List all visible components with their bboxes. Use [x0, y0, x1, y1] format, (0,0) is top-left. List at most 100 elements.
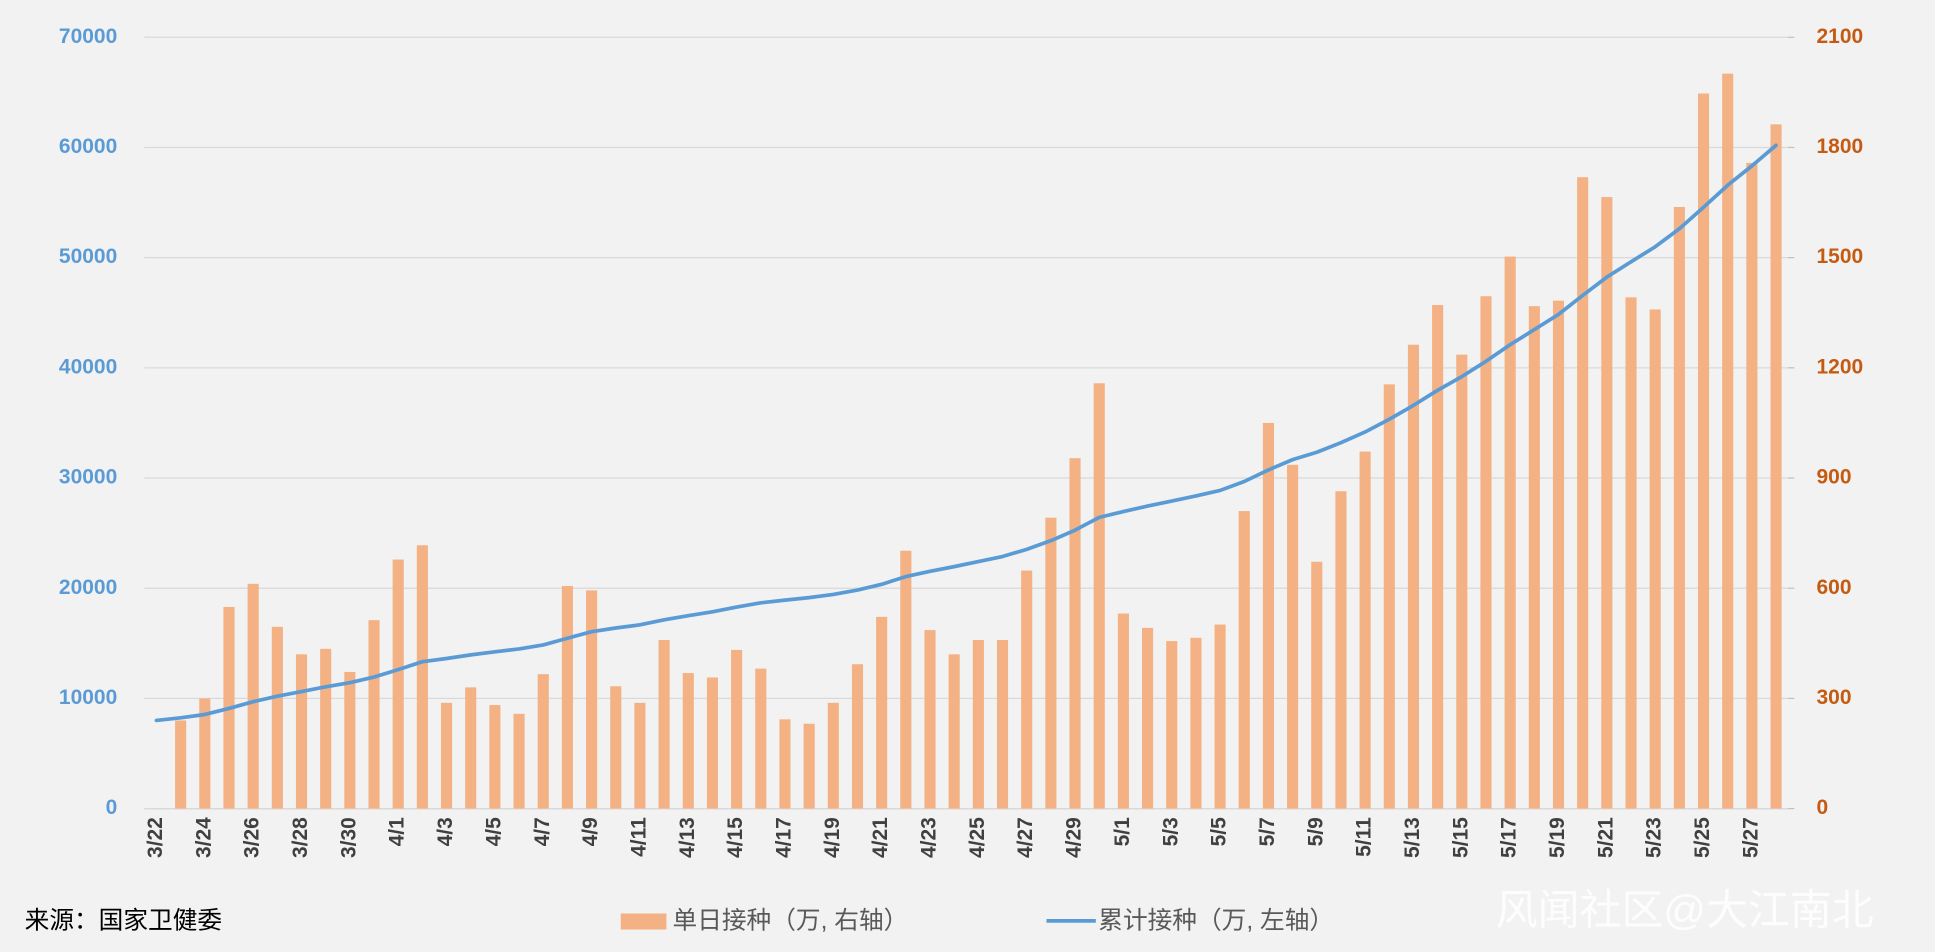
bar: [658, 639, 670, 809]
bar: [1359, 451, 1371, 809]
x-tick-label: 5/7: [1256, 817, 1279, 846]
x-tick-label: 5/13: [1401, 817, 1424, 858]
bar: [876, 616, 888, 809]
bar: [827, 702, 839, 809]
bar: [489, 705, 501, 809]
x-tick-label: 5/1: [1111, 817, 1134, 846]
bar: [1117, 613, 1129, 809]
bar: [416, 545, 428, 809]
bar: [1601, 197, 1613, 809]
bar: [1093, 383, 1105, 809]
x-tick-label: 4/5: [482, 817, 505, 846]
bar: [1504, 256, 1516, 809]
x-tick-label: 4/3: [434, 817, 457, 846]
bar: [537, 674, 549, 809]
bar: [247, 583, 259, 809]
x-tick-label: 5/9: [1304, 817, 1327, 846]
y-tick-label: 0: [106, 796, 118, 819]
bar: [586, 590, 598, 809]
x-tick-label: 4/27: [1014, 817, 1037, 858]
x-tick-label: 5/17: [1498, 817, 1521, 858]
x-tick-label: 5/21: [1594, 817, 1617, 858]
bar: [440, 702, 453, 809]
bar: [175, 720, 187, 809]
y2-tick-label: 1200: [1817, 355, 1864, 378]
bar: [1262, 422, 1274, 809]
bar: [924, 630, 936, 809]
y-tick-label: 20000: [59, 576, 117, 599]
y-tick-label: 60000: [59, 135, 117, 158]
x-tick-label: 3/30: [337, 817, 360, 858]
x-tick-label: 4/29: [1063, 817, 1086, 858]
bar: [755, 668, 767, 809]
x-tick-label: 3/24: [192, 817, 215, 858]
y-tick-label: 30000: [59, 466, 117, 489]
bar: [1770, 124, 1782, 809]
x-tick-label: 4/17: [773, 817, 796, 858]
legend-label: 单日接种（万, 右轴）: [673, 907, 909, 935]
bar: [1142, 627, 1154, 809]
bar: [320, 648, 332, 809]
x-tick-label: 5/3: [1159, 817, 1182, 846]
y2-tick-label: 300: [1817, 686, 1852, 709]
x-tick-label: 4/11: [627, 817, 650, 857]
legend-swatch: [620, 913, 667, 930]
bar: [1673, 206, 1685, 809]
bar: [731, 649, 743, 809]
bar: [368, 620, 380, 809]
bar: [1214, 624, 1226, 809]
y-tick-label: 50000: [59, 245, 117, 268]
bar: [682, 673, 694, 809]
x-tick-label: 4/1: [386, 817, 409, 846]
x-tick-label: 5/27: [1739, 817, 1762, 858]
bar: [271, 626, 283, 809]
x-tick-label: 5/19: [1546, 817, 1569, 858]
bar: [996, 639, 1009, 809]
bar: [1045, 517, 1057, 809]
bar: [1166, 641, 1178, 809]
x-tick-label: 3/22: [144, 817, 167, 858]
bar: [972, 639, 984, 809]
bar: [392, 559, 404, 809]
bar: [1528, 306, 1540, 809]
bar: [295, 654, 308, 809]
bar: [610, 686, 622, 809]
bar: [199, 698, 211, 809]
bar: [1407, 344, 1420, 809]
y-tick-label: 70000: [59, 25, 117, 48]
bar: [1287, 464, 1299, 809]
bar: [779, 719, 791, 809]
bar: [344, 671, 356, 809]
bar: [1335, 491, 1347, 809]
y2-tick-label: 1800: [1817, 135, 1864, 158]
x-tick-label: 5/15: [1449, 817, 1472, 858]
x-tick-label: 4/23: [918, 817, 941, 858]
bar: [513, 713, 525, 809]
bar: [851, 664, 864, 809]
watermark: 风闻社区@大江南北: [1496, 887, 1874, 934]
y2-tick-label: 0: [1817, 796, 1829, 819]
bar: [1649, 309, 1661, 809]
x-tick-label: 4/7: [531, 817, 554, 846]
bar: [465, 687, 477, 809]
x-tick-label: 5/11: [1353, 817, 1376, 857]
legend-label: 累计接种（万, 左轴）: [1098, 907, 1334, 935]
y-tick-label: 10000: [59, 686, 117, 709]
bar: [1311, 561, 1323, 809]
x-tick-label: 4/21: [869, 817, 892, 858]
x-tick-label: 4/19: [821, 817, 844, 858]
bar: [1746, 162, 1758, 809]
x-tick-label: 3/28: [289, 817, 312, 858]
y2-tick-label: 900: [1817, 466, 1852, 489]
bar: [1021, 570, 1033, 809]
x-tick-label: 4/13: [676, 817, 699, 858]
x-tick-label: 5/25: [1691, 817, 1714, 858]
y2-tick-label: 600: [1817, 576, 1852, 599]
bar: [706, 677, 719, 809]
bar: [803, 723, 815, 809]
bar: [1383, 384, 1395, 809]
x-tick-label: 5/23: [1643, 817, 1666, 858]
bar: [1552, 300, 1565, 809]
bar: [1722, 73, 1734, 809]
